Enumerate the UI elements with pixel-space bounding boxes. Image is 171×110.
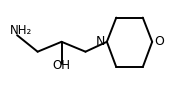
Text: O: O (154, 35, 164, 48)
Text: NH₂: NH₂ (10, 24, 32, 37)
Text: N: N (96, 35, 105, 48)
Text: OH: OH (52, 59, 71, 72)
